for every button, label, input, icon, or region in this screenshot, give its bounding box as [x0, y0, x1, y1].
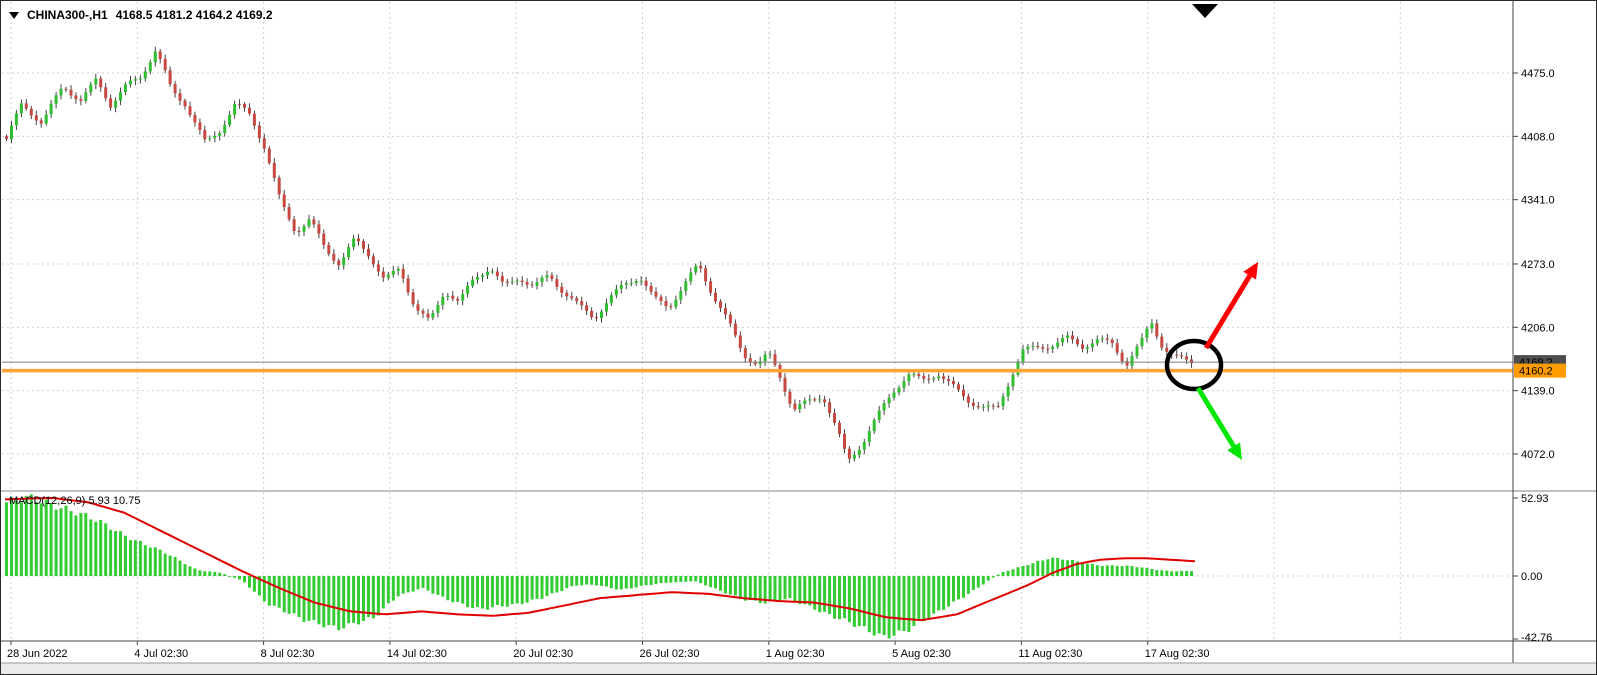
- date-tick-label: 8 Jul 02:30: [261, 648, 315, 660]
- price-tick-label: 4139.0: [1521, 386, 1555, 398]
- chart-shift-marker[interactable]: [1192, 4, 1218, 18]
- time-axis[interactable]: 28 Jun 2022 4 Jul 02:30 8 Jul 02:30 14 Jul …: [7, 641, 1210, 660]
- price-tick-label: 4408.0: [1521, 131, 1555, 143]
- candlestick-series: [5, 46, 1193, 464]
- date-tick-label: 1 Aug 02:30: [766, 648, 825, 660]
- date-tick-label: 28 Jun 2022: [7, 648, 68, 660]
- price-tick-label: 4475.0: [1521, 68, 1555, 80]
- bottom-strip: [1, 663, 1596, 674]
- date-tick-label: 14 Jul 02:30: [387, 648, 447, 660]
- macd-tick-label: 52.93: [1521, 493, 1549, 505]
- price-tick-label: 4072.0: [1521, 449, 1555, 461]
- date-tick-label: 11 Aug 02:30: [1018, 648, 1082, 660]
- macd-tick-label: -42.76: [1521, 632, 1552, 644]
- macd-signal-line: [4, 496, 1196, 622]
- price-axis[interactable]: 4475.0 4408.0 4341.0 4273.0 4206.0 4139.0 4072…: [1513, 68, 1566, 644]
- date-tick-label: 17 Aug 02:30: [1145, 648, 1210, 660]
- macd-tick-label: 0.00: [1521, 571, 1542, 583]
- gridlines: [2, 2, 1513, 641]
- price-tick-label: 4341.0: [1521, 195, 1555, 207]
- symbol-title: CHINA300-,H1: [27, 8, 108, 22]
- price-tick-label: 4273.0: [1521, 259, 1555, 271]
- date-tick-label: 20 Jul 02:30: [513, 648, 573, 660]
- price-tick-label: 4206.0: [1521, 322, 1555, 334]
- orange-line-badge: [1514, 363, 1566, 378]
- macd-histogram-series: [5, 494, 1193, 639]
- symbol-ohlc-values: 4168.5 4181.2 4164.2 4169.2: [115, 8, 273, 22]
- annotation-arrow-down[interactable]: [1195, 386, 1242, 460]
- orange-line-badge-label: 4160.2: [1519, 366, 1553, 378]
- symbol-dropdown-icon[interactable]: [9, 11, 19, 19]
- date-tick-label: 5 Aug 02:30: [892, 648, 951, 660]
- annotation-circle[interactable]: [1164, 338, 1224, 392]
- date-tick-label: 26 Jul 02:30: [640, 648, 700, 660]
- chart-header: CHINA300-,H1 4168.5 4181.2 4164.2 4169.2: [9, 8, 273, 22]
- macd-indicator-label: MACD(12,26,9) 5.93 10.75: [9, 495, 141, 507]
- date-tick-label: 4 Jul 02:30: [134, 648, 188, 660]
- annotation-arrow-up[interactable]: [1203, 262, 1258, 350]
